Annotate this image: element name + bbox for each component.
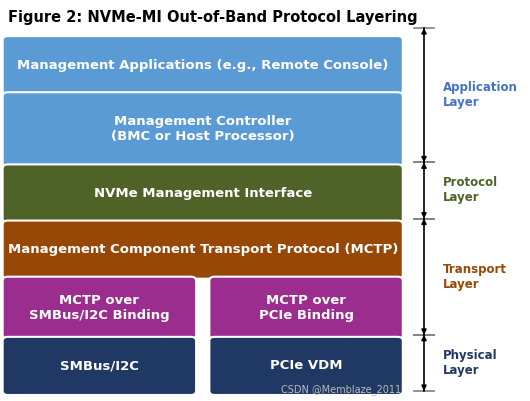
- Text: Management Applications (e.g., Remote Console): Management Applications (e.g., Remote Co…: [17, 59, 388, 72]
- Text: Protocol
Layer: Protocol Layer: [443, 176, 498, 205]
- FancyBboxPatch shape: [3, 92, 403, 166]
- FancyBboxPatch shape: [3, 221, 403, 279]
- FancyBboxPatch shape: [209, 337, 403, 395]
- FancyBboxPatch shape: [3, 164, 403, 223]
- Text: Application
Layer: Application Layer: [443, 81, 517, 109]
- FancyBboxPatch shape: [209, 277, 403, 339]
- Text: SMBus/I2C: SMBus/I2C: [60, 359, 139, 373]
- Text: Management Component Transport Protocol (MCTP): Management Component Transport Protocol …: [7, 243, 398, 256]
- Text: Physical
Layer: Physical Layer: [443, 349, 497, 377]
- Text: Transport
Layer: Transport Layer: [443, 263, 507, 291]
- Text: PCIe VDM: PCIe VDM: [270, 359, 342, 373]
- Text: Figure 2: NVMe-MI Out-of-Band Protocol Layering: Figure 2: NVMe-MI Out-of-Band Protocol L…: [8, 10, 418, 25]
- Text: NVMe Management Interface: NVMe Management Interface: [94, 187, 312, 200]
- Text: Management Controller
(BMC or Host Processor): Management Controller (BMC or Host Proce…: [111, 115, 295, 143]
- FancyBboxPatch shape: [3, 337, 196, 395]
- Text: MCTP over
SMBus/I2C Binding: MCTP over SMBus/I2C Binding: [29, 294, 170, 322]
- Text: CSDN @Memblaze_2011: CSDN @Memblaze_2011: [281, 384, 401, 395]
- FancyBboxPatch shape: [3, 36, 403, 94]
- Text: MCTP over
PCIe Binding: MCTP over PCIe Binding: [259, 294, 354, 322]
- FancyBboxPatch shape: [3, 277, 196, 339]
